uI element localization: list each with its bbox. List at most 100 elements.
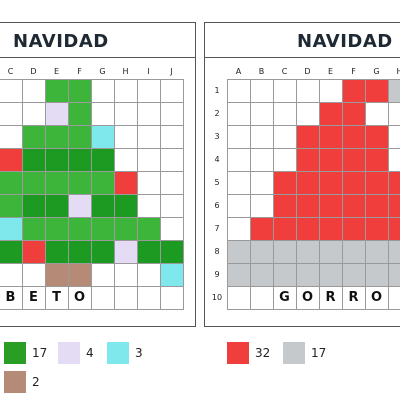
right-grid-cell xyxy=(250,286,274,310)
right-grid-cell xyxy=(365,102,389,126)
left-grid-cell xyxy=(45,171,69,195)
right-grid-cell xyxy=(273,148,297,172)
right-title-divider xyxy=(205,57,400,58)
left-grid-cell xyxy=(45,217,69,241)
left-column-label: D xyxy=(30,67,37,76)
right-puzzle-title: NAVIDAD xyxy=(297,31,393,52)
right-grid-cell xyxy=(296,148,320,172)
right-grid-cell xyxy=(388,194,400,218)
left-grid-cell xyxy=(0,194,23,218)
left-grid-cell xyxy=(22,102,46,126)
right-grid-cell xyxy=(342,102,366,126)
right-grid-cell xyxy=(273,217,297,241)
right-grid-cell xyxy=(365,217,389,241)
left-grid-cell xyxy=(160,240,184,264)
right-grid-cell xyxy=(365,79,389,103)
right-grid-cell xyxy=(319,79,343,103)
right-grid-cell xyxy=(388,148,400,172)
right-grid-cell xyxy=(388,240,400,264)
right-legend-count: 17 xyxy=(311,346,327,360)
left-grid-cell xyxy=(91,125,115,149)
right-grid-cell xyxy=(250,263,274,287)
right-grid-cell xyxy=(227,240,251,264)
left-legend-swatch-brown xyxy=(4,371,26,393)
left-grid-cell xyxy=(114,194,138,218)
left-grid-cell xyxy=(160,102,184,126)
right-grid-cell xyxy=(273,79,297,103)
right-grid-cell xyxy=(365,263,389,287)
right-grid-cell xyxy=(319,217,343,241)
left-grid-cell xyxy=(45,148,69,172)
right-column-label: A xyxy=(235,67,242,76)
left-word-letter: O xyxy=(73,290,86,305)
left-grid-cell xyxy=(0,102,23,126)
left-grid-cell xyxy=(160,194,184,218)
right-grid-cell xyxy=(273,194,297,218)
left-word-letter: T xyxy=(52,290,61,305)
right-grid-cell xyxy=(388,79,400,103)
right-grid-cell xyxy=(319,263,343,287)
right-word-letter: O xyxy=(301,290,314,305)
left-grid-cell xyxy=(45,194,69,218)
right-grid-cell xyxy=(319,194,343,218)
right-grid-cell xyxy=(273,125,297,149)
right-row-label: 1 xyxy=(214,86,220,95)
left-grid-cell xyxy=(160,217,184,241)
left-word-letter: E xyxy=(29,290,38,305)
right-grid-cell xyxy=(342,171,366,195)
left-grid-cell xyxy=(22,148,46,172)
right-grid-cell xyxy=(227,148,251,172)
right-grid-cell xyxy=(319,171,343,195)
right-grid-cell xyxy=(319,286,343,310)
right-row-label: 10 xyxy=(211,293,223,302)
left-grid-cell xyxy=(22,217,46,241)
left-grid-cell xyxy=(0,171,23,195)
right-grid-cell xyxy=(273,102,297,126)
right-grid-cell xyxy=(296,194,320,218)
right-grid-cell xyxy=(227,102,251,126)
right-row-label: 3 xyxy=(214,132,220,141)
left-grid-cell xyxy=(91,171,115,195)
left-grid-cell xyxy=(160,125,184,149)
right-grid-cell xyxy=(250,217,274,241)
right-grid-cell xyxy=(250,240,274,264)
left-grid-cell xyxy=(160,79,184,103)
right-grid-cell xyxy=(365,171,389,195)
left-grid-cell xyxy=(114,102,138,126)
right-grid-cell xyxy=(296,102,320,126)
left-legend-count: 4 xyxy=(86,346,94,360)
left-grid-cell xyxy=(91,79,115,103)
right-grid-cell xyxy=(273,171,297,195)
left-column-label: H xyxy=(122,67,129,76)
left-grid-cell xyxy=(137,263,161,287)
left-grid-cell xyxy=(0,125,23,149)
left-grid-cell xyxy=(45,263,69,287)
left-grid-cell xyxy=(68,194,92,218)
right-grid-cell xyxy=(342,217,366,241)
right-grid-cell xyxy=(342,263,366,287)
right-row-label: 6 xyxy=(214,201,220,210)
right-word-letter: G xyxy=(279,290,290,305)
right-grid-cell xyxy=(296,217,320,241)
left-legend-swatch-green xyxy=(4,342,26,364)
right-word-letter: R xyxy=(348,290,359,305)
right-grid-cell xyxy=(227,217,251,241)
right-grid-cell xyxy=(365,148,389,172)
right-column-label: C xyxy=(281,67,288,76)
left-grid-cell xyxy=(0,240,23,264)
left-grid-cell xyxy=(0,79,23,103)
right-grid-cell xyxy=(250,79,274,103)
left-grid-cell xyxy=(91,217,115,241)
right-column-label: F xyxy=(351,67,356,76)
left-grid-cell xyxy=(45,240,69,264)
right-row-label: 8 xyxy=(214,247,220,256)
right-word-letter: O xyxy=(370,290,383,305)
right-grid-cell xyxy=(365,194,389,218)
left-grid-cell xyxy=(45,79,69,103)
right-grid-cell xyxy=(250,194,274,218)
left-grid-cell xyxy=(114,148,138,172)
left-grid-cell xyxy=(22,240,46,264)
right-grid-cell xyxy=(319,148,343,172)
right-grid-cell xyxy=(273,286,297,310)
right-grid-cell xyxy=(250,171,274,195)
